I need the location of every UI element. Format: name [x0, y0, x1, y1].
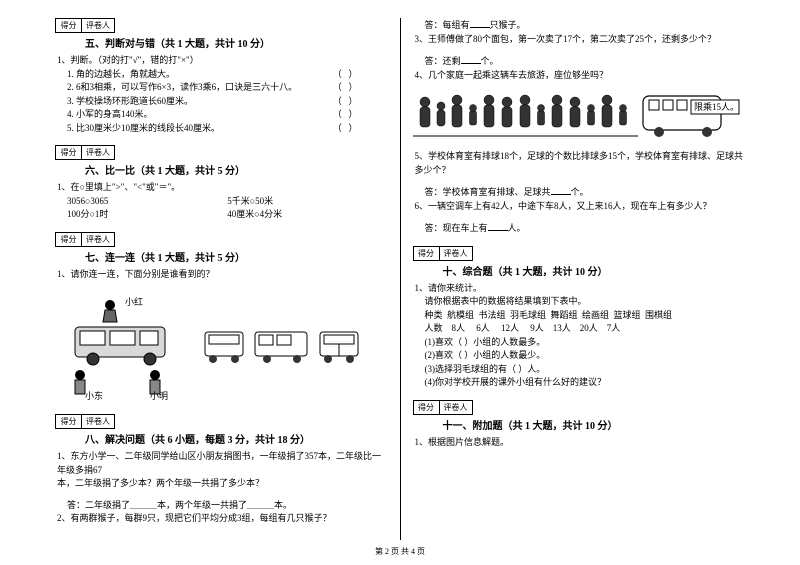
s8-a2: 答：每组有只猴子。: [425, 18, 746, 33]
s10-header: 种类 航模组 书法组 羽毛球组 舞蹈组 绘画组 篮球组 围棋组: [425, 309, 746, 323]
s11-q: 1、根据图片信息解题。: [415, 436, 746, 450]
s5-i3: 3. 学校操场环形跑道长60厘米。（ ）: [67, 95, 388, 109]
grader-label: 评卷人: [82, 19, 114, 32]
label-top: 小红: [125, 296, 143, 307]
label-bl: 小东: [85, 390, 103, 401]
section-11-title: 十一、附加题（共 1 大题，共计 10 分）: [443, 417, 618, 432]
s10-s2: (2)喜欢（ ）小组的人数最少。: [425, 349, 746, 363]
left-column: 得分 评卷人 五、判断对与错（共 1 大题，共计 10 分） 1、判断。（对的打…: [55, 18, 400, 540]
s8-a1: 答：二年级捐了＿＿＿本，两个年级一共捐了＿＿＿本。: [67, 499, 388, 513]
s10-s4: (4)你对学校开展的课外小组有什么好的建议？: [425, 376, 746, 390]
s8-q2: 2、有两群猴子，每群9只，现把它们平均分成3组，每组有几只猴子？: [57, 512, 388, 526]
score-box: 得分 评卷人: [55, 232, 115, 247]
s6-r2: 100分○1时 40厘米○4分米: [67, 208, 388, 222]
s8-q1b: 本，二年级捐了多少本？两个年级一共捐了多少本？: [57, 477, 388, 491]
s8-q6: 6、一辆空调车上有42人，中途下车8人，又上来16人，现在车上有多少人？: [415, 200, 746, 214]
score-box: 得分 评卷人: [55, 145, 115, 160]
right-column: 答：每组有只猴子。 3、王师傅做了80个面包，第一次卖了17个，第二次卖了25个…: [400, 18, 746, 540]
score-box: 得分 评卷人: [55, 414, 115, 429]
blank: [488, 221, 508, 231]
bus-label: 限乘15人。: [694, 101, 739, 112]
s10-q: 1、请你来统计。: [415, 282, 746, 296]
s8-a5: 答：学校体育室有排球、足球共个。: [425, 185, 746, 200]
s5-i1: 1. 角的边越长，角就越大。（ ）: [67, 68, 388, 82]
s7-lead: 1、请你连一连，下面分别是谁看到的？: [57, 268, 388, 282]
section-6: 得分 评卷人 六、比一比（共 1 大题，共计 5 分） 1、在○里填上">"、"…: [55, 145, 388, 222]
s8-a6: 答：现在车上有人。: [425, 221, 746, 236]
section-6-title: 六、比一比（共 1 大题，共计 5 分）: [85, 162, 245, 177]
section-5: 得分 评卷人 五、判断对与错（共 1 大题，共计 10 分） 1、判断。（对的打…: [55, 18, 388, 135]
s6-lead: 1、在○里填上">"、"<"或"＝"。: [57, 181, 388, 195]
page-footer: 第 2 页 共 4 页: [0, 546, 800, 557]
blank: [551, 185, 571, 195]
score-box: 得分 评卷人: [55, 18, 115, 33]
s5-lead: 1、判断。（对的打"√"，错的打"×"）: [57, 54, 388, 68]
s8-q3: 3、王师傅做了80个面包，第一次卖了17个，第二次卖了25个，还剩多少个？: [415, 33, 746, 47]
blank: [470, 18, 490, 28]
s10-s1: (1)喜欢（ ）小组的人数最多。: [425, 336, 746, 350]
section-11: 得分 评卷人 十一、附加题（共 1 大题，共计 10 分） 1、根据图片信息解题…: [413, 400, 746, 450]
s10-s3: (3)选择羽毛球组的有（ ）人。: [425, 363, 746, 377]
score-label: 得分: [56, 19, 82, 32]
section-7: 得分 评卷人 七、连一连（共 1 大题，共计 5 分） 1、请你连一连，下面分别…: [55, 232, 388, 405]
section-8: 得分 评卷人 八、解决问题（共 6 小题，每题 3 分，共计 18 分） 1、东…: [55, 414, 388, 526]
s8-bus-figure: 限乘15人。: [413, 86, 746, 146]
blank: [461, 54, 481, 64]
section-7-title: 七、连一连（共 1 大题，共计 5 分）: [85, 249, 245, 264]
s5-i4: 4. 小军的身高140米。（ ）: [67, 108, 388, 122]
score-box: 得分 评卷人: [413, 246, 473, 261]
section-5-title: 五、判断对与错（共 1 大题，共计 10 分）: [85, 35, 270, 50]
bus-icon: 限乘15人。: [643, 96, 739, 137]
s8-q1a: 1、东方小学一、二年级同学给山区小朋友捐图书，一年级捐了357本，二年级比一年级…: [57, 450, 388, 477]
people-icon: [420, 95, 627, 127]
score-box: 得分 评卷人: [413, 400, 473, 415]
section-10: 得分 评卷人 十、综合题（共 1 大题，共计 10 分） 1、请你来统计。 请你…: [413, 246, 746, 390]
s5-i5: 5. 比30厘米少10厘米的线段长40厘米。（ ）: [67, 122, 388, 136]
label-br: 小明: [150, 391, 168, 401]
van-view-icon: [205, 332, 358, 363]
section-8-cont: 答：每组有只猴子。 3、王师傅做了80个面包，第一次卖了17个，第二次卖了25个…: [413, 18, 746, 236]
s10-sub: 请你根据表中的数据将结果填到下表中。: [425, 295, 746, 309]
scene-icon: 小红 小东 小明: [75, 296, 168, 401]
section-8-title: 八、解决问题（共 6 小题，每题 3 分，共计 18 分）: [85, 431, 310, 446]
s5-i2: 2. 6和3相乘，可以写作6×3，读作3乘6，口诀是三六十八。（ ）: [67, 81, 388, 95]
s8-a3: 答：还剩个。: [425, 54, 746, 69]
s10-data: 人数 8人 6人 12人 9人 13人 20人 7人: [425, 322, 746, 336]
s8-q4: 4、几个家庭一起乘这辆车去旅游，座位够坐吗？: [415, 69, 746, 83]
s8-q5: 5、学校体育室有排球18个，足球的个数比排球多15个，学校体育室有排球、足球共多…: [415, 150, 746, 177]
s6-r1: 3056○3065 5千米○50米: [67, 195, 388, 209]
s7-figure: 小红 小东 小明: [55, 287, 388, 404]
paren: （ ）: [333, 68, 358, 82]
section-10-title: 十、综合题（共 1 大题，共计 10 分）: [443, 263, 608, 278]
